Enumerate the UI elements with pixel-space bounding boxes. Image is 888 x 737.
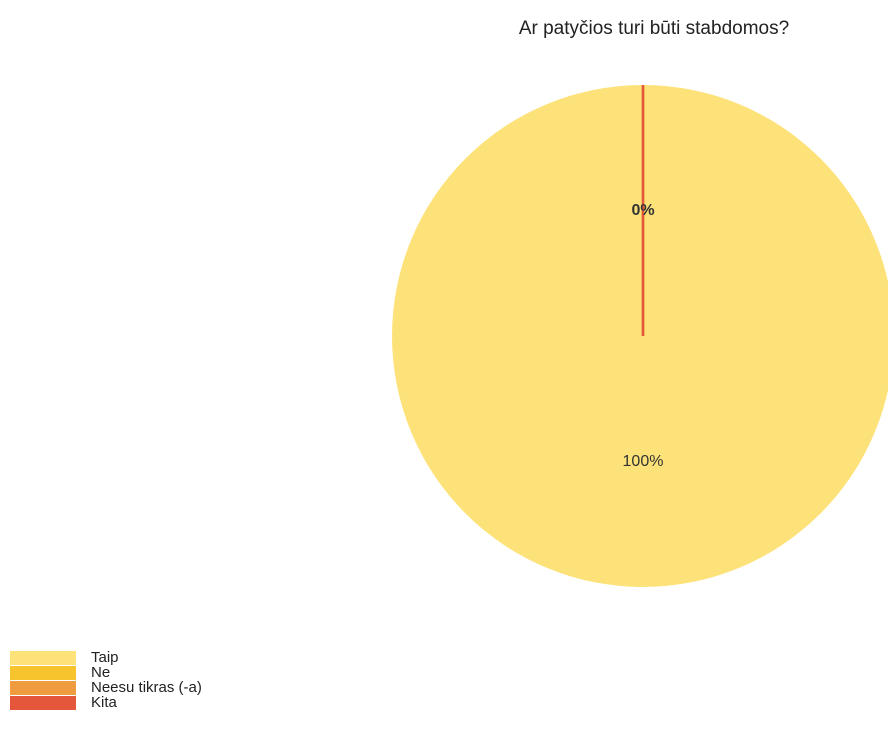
legend-swatch-taip (10, 651, 76, 665)
legend-item-kita: Kita (10, 695, 310, 710)
data-label-kita: 0% (631, 202, 654, 219)
legend-item-ne: Ne (10, 665, 310, 680)
legend-label-taip: Taip (91, 649, 119, 666)
legend-label-kita: Kita (91, 694, 117, 711)
legend-swatch-neesu-tikras (10, 681, 76, 695)
pie-slice-taip (392, 85, 888, 587)
chart-title: Ar patyčios turi būti stabdomos? (518, 18, 790, 39)
legend-label-neesu-tikras: Neesu tikras (-a) (91, 679, 202, 696)
data-label-taip: 100% (623, 453, 664, 470)
legend-item-neesu-tikras: Neesu tikras (-a) (10, 680, 310, 695)
legend-swatch-ne (10, 666, 76, 680)
legend-label-ne: Ne (91, 664, 111, 681)
legend-item-taip: Taip (10, 650, 310, 665)
legend-swatch-kita (10, 696, 76, 710)
chart-legend: Taip Ne Neesu tikras (-a) Kita (10, 650, 310, 710)
